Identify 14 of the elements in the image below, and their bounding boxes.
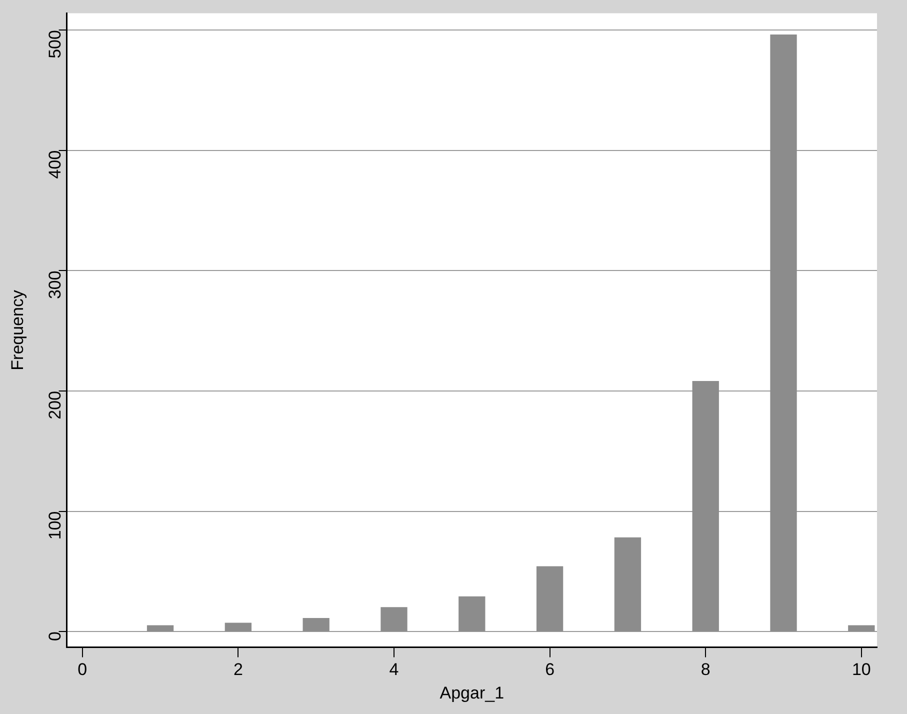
x-tick-label: 4	[389, 660, 399, 680]
y-tick-label: 400	[45, 150, 64, 179]
x-tick-label: 10	[852, 660, 871, 680]
x-tick-label: 6	[545, 660, 555, 680]
y-tick-label: 300	[45, 270, 64, 300]
y-tick-label: 100	[45, 511, 64, 540]
x-axis-title: Apgar_1	[440, 683, 504, 702]
y-tick-label: 500	[45, 30, 64, 58]
x-tick-label: 2	[233, 660, 243, 680]
x-tick-label: 8	[700, 660, 710, 680]
y-tick-label: 0	[45, 632, 64, 642]
y-axis-title: Frequency	[8, 290, 27, 370]
y-tick-label: 200	[45, 390, 64, 420]
x-tick-label: 0	[78, 660, 88, 680]
